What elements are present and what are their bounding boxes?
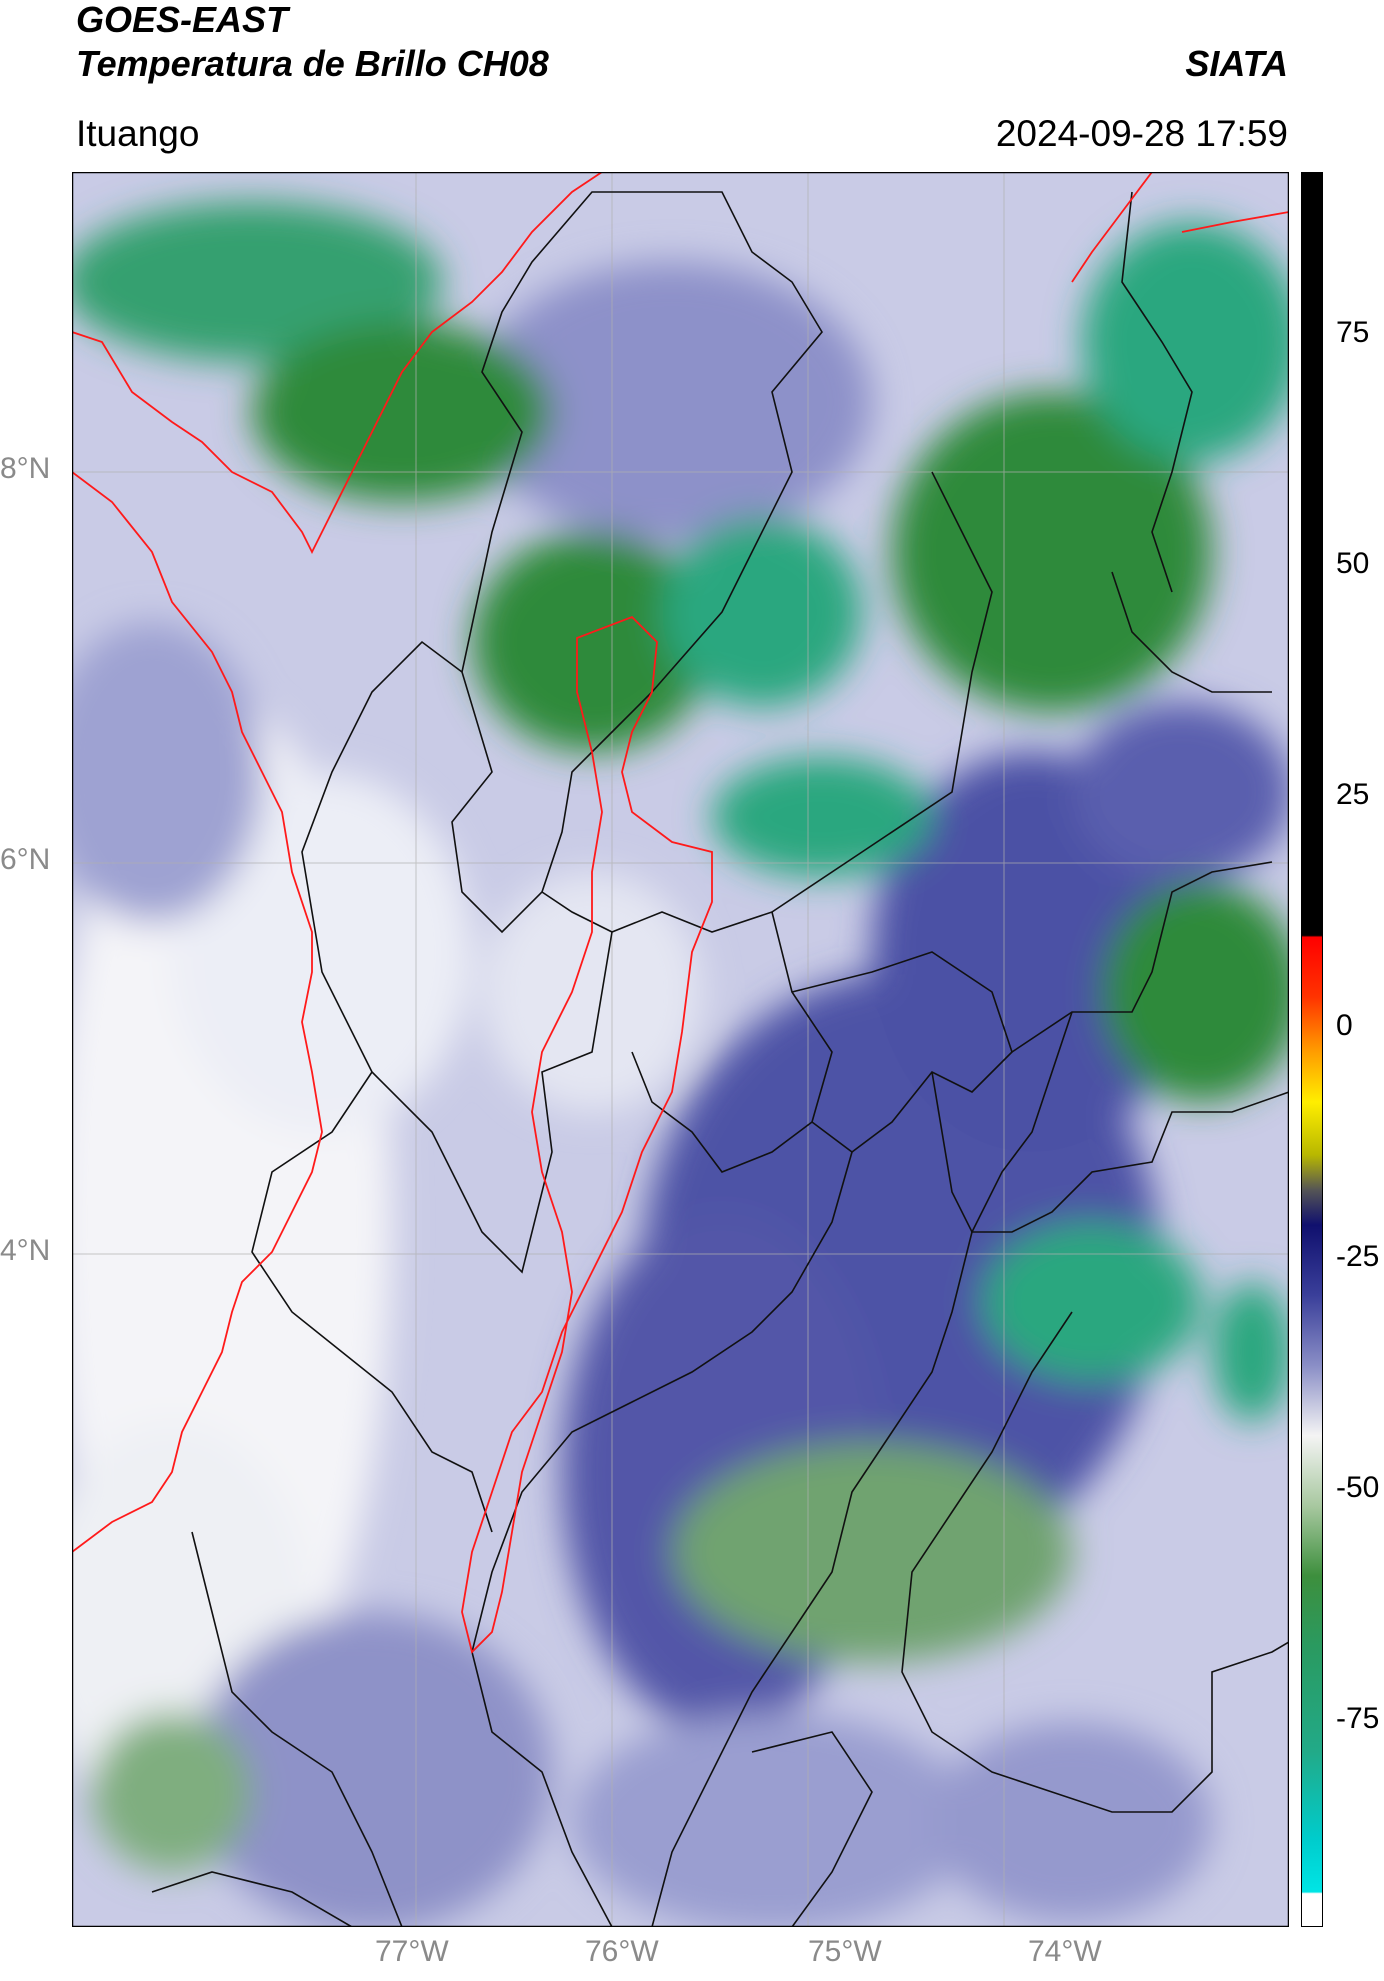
map-svg	[71, 171, 1290, 1928]
lat-label-4n: 4°N	[0, 1234, 51, 1267]
red-boundaries	[72, 172, 1289, 1654]
cbar-tick-25: 25	[1336, 778, 1370, 811]
colorbar-gradient	[1301, 172, 1323, 1927]
organization-label: SIATA	[1185, 43, 1288, 84]
title-line2: Temperatura de Brillo CH08	[76, 43, 549, 84]
colorbar-svg	[1301, 172, 1323, 1927]
satellite-map	[71, 171, 1290, 1928]
colorbar-frame	[1301, 172, 1323, 1927]
cbar-tick-75: 75	[1336, 316, 1370, 349]
map-frame	[71, 171, 1290, 1928]
department-boundaries	[151, 191, 1289, 1927]
lat-label-8n: 8°N	[0, 452, 51, 485]
cbar-tick-minus75: -75	[1336, 1702, 1380, 1735]
cbar-tick-minus25: -25	[1336, 1240, 1380, 1273]
lon-label-77w: 77°W	[375, 1935, 449, 1968]
lon-label-75w: 75°W	[808, 1935, 882, 1968]
lon-label-74w: 74°W	[1028, 1935, 1102, 1968]
timestamp-label: 2024-09-28 17:59	[995, 113, 1288, 154]
cbar-tick-50: 50	[1336, 547, 1370, 580]
cbar-tick-0: 0	[1336, 1009, 1353, 1042]
lat-label-6n: 6°N	[0, 843, 51, 876]
graticule	[72, 172, 1289, 1927]
cbar-tick-minus50: -50	[1336, 1471, 1380, 1504]
region-label: Ituango	[76, 113, 200, 154]
title-line1: GOES-EAST	[76, 0, 289, 40]
lon-label-76w: 76°W	[585, 1935, 659, 1968]
colorbar	[1301, 172, 1323, 1927]
